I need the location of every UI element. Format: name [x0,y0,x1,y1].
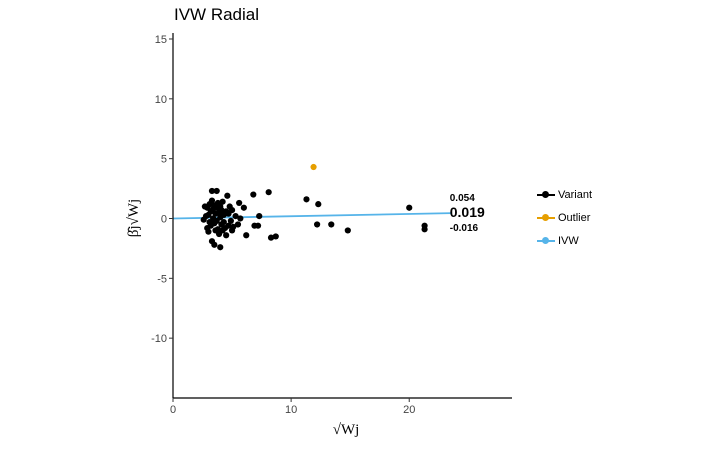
variant-point [236,199,243,207]
variant-point [225,222,232,229]
variant-point [237,215,244,222]
variant-point [217,244,224,251]
legend-item-ivw: IVW [537,229,592,252]
variant-point [250,191,257,198]
variant-point [240,204,247,211]
annotations-layer: 0.054 0.019 -0.016 [450,193,485,234]
variant-point [254,222,262,229]
variant-point [344,227,351,234]
x-tick-label: 20 [403,404,415,416]
y-tick-label: 5 [161,154,167,166]
legend-key-ivw [537,235,555,247]
variant-point [211,241,218,248]
legend: Variant Outlier IVW [537,183,592,252]
outlier-point [310,163,317,171]
y-tick-label: -10 [151,333,167,345]
legend-label-ivw: IVW [558,234,579,247]
legend-item-variant: Variant [537,183,592,206]
variant-point [213,187,220,195]
variant-point [230,223,237,230]
variant-point [406,204,413,211]
variant-point [214,226,221,233]
variant-point [315,201,322,208]
variant-point [328,221,335,228]
y-axis-label-text: β̂j√Wj [126,199,142,237]
annotation-upper: 0.054 [450,193,475,204]
y-tick-label: 0 [161,213,167,225]
variant-point [243,232,250,239]
variant-point [228,207,236,214]
variant-point [256,212,263,220]
y-tick-label: 15 [155,34,167,46]
ticks-layer: -10 -5 0 5 10 15 0 10 20 [151,34,415,416]
x-axis-label-text: √Wj [333,422,360,438]
variant-point [303,196,310,203]
variant-point [272,233,279,240]
variant-point [208,197,216,204]
variant-point [220,218,227,226]
variant-point [227,217,234,224]
variant-point [265,189,272,196]
chart-title: IVW Radial [174,5,260,24]
x-axis-label: √Wj [333,422,360,438]
y-axis-label: β̂j√Wj [126,199,142,237]
y-tick-label: 10 [155,94,167,106]
y-tick-label: -5 [157,273,167,285]
variant-point [219,198,226,205]
legend-label-outlier: Outlier [558,211,591,224]
variant-point [205,228,212,235]
variant-point [234,221,242,228]
x-tick-label: 0 [170,404,176,416]
variant-point [314,221,321,228]
legend-label-variant: Variant [558,188,593,201]
points-layer [200,163,428,251]
legend-key-variant [537,189,555,201]
variant-point [232,212,239,220]
legend-key-outlier [537,212,555,224]
variant-point [224,192,231,199]
axes-layer [172,33,512,399]
annotation-estimate: 0.019 [450,204,485,220]
variant-point [267,234,275,241]
variant-point [218,207,225,214]
variant-point [208,187,216,195]
x-tick-label: 10 [285,404,297,416]
variant-point [223,232,230,239]
variant-point [421,226,428,233]
annotation-lower: -0.016 [450,223,479,234]
legend-item-outlier: Outlier [537,206,592,229]
